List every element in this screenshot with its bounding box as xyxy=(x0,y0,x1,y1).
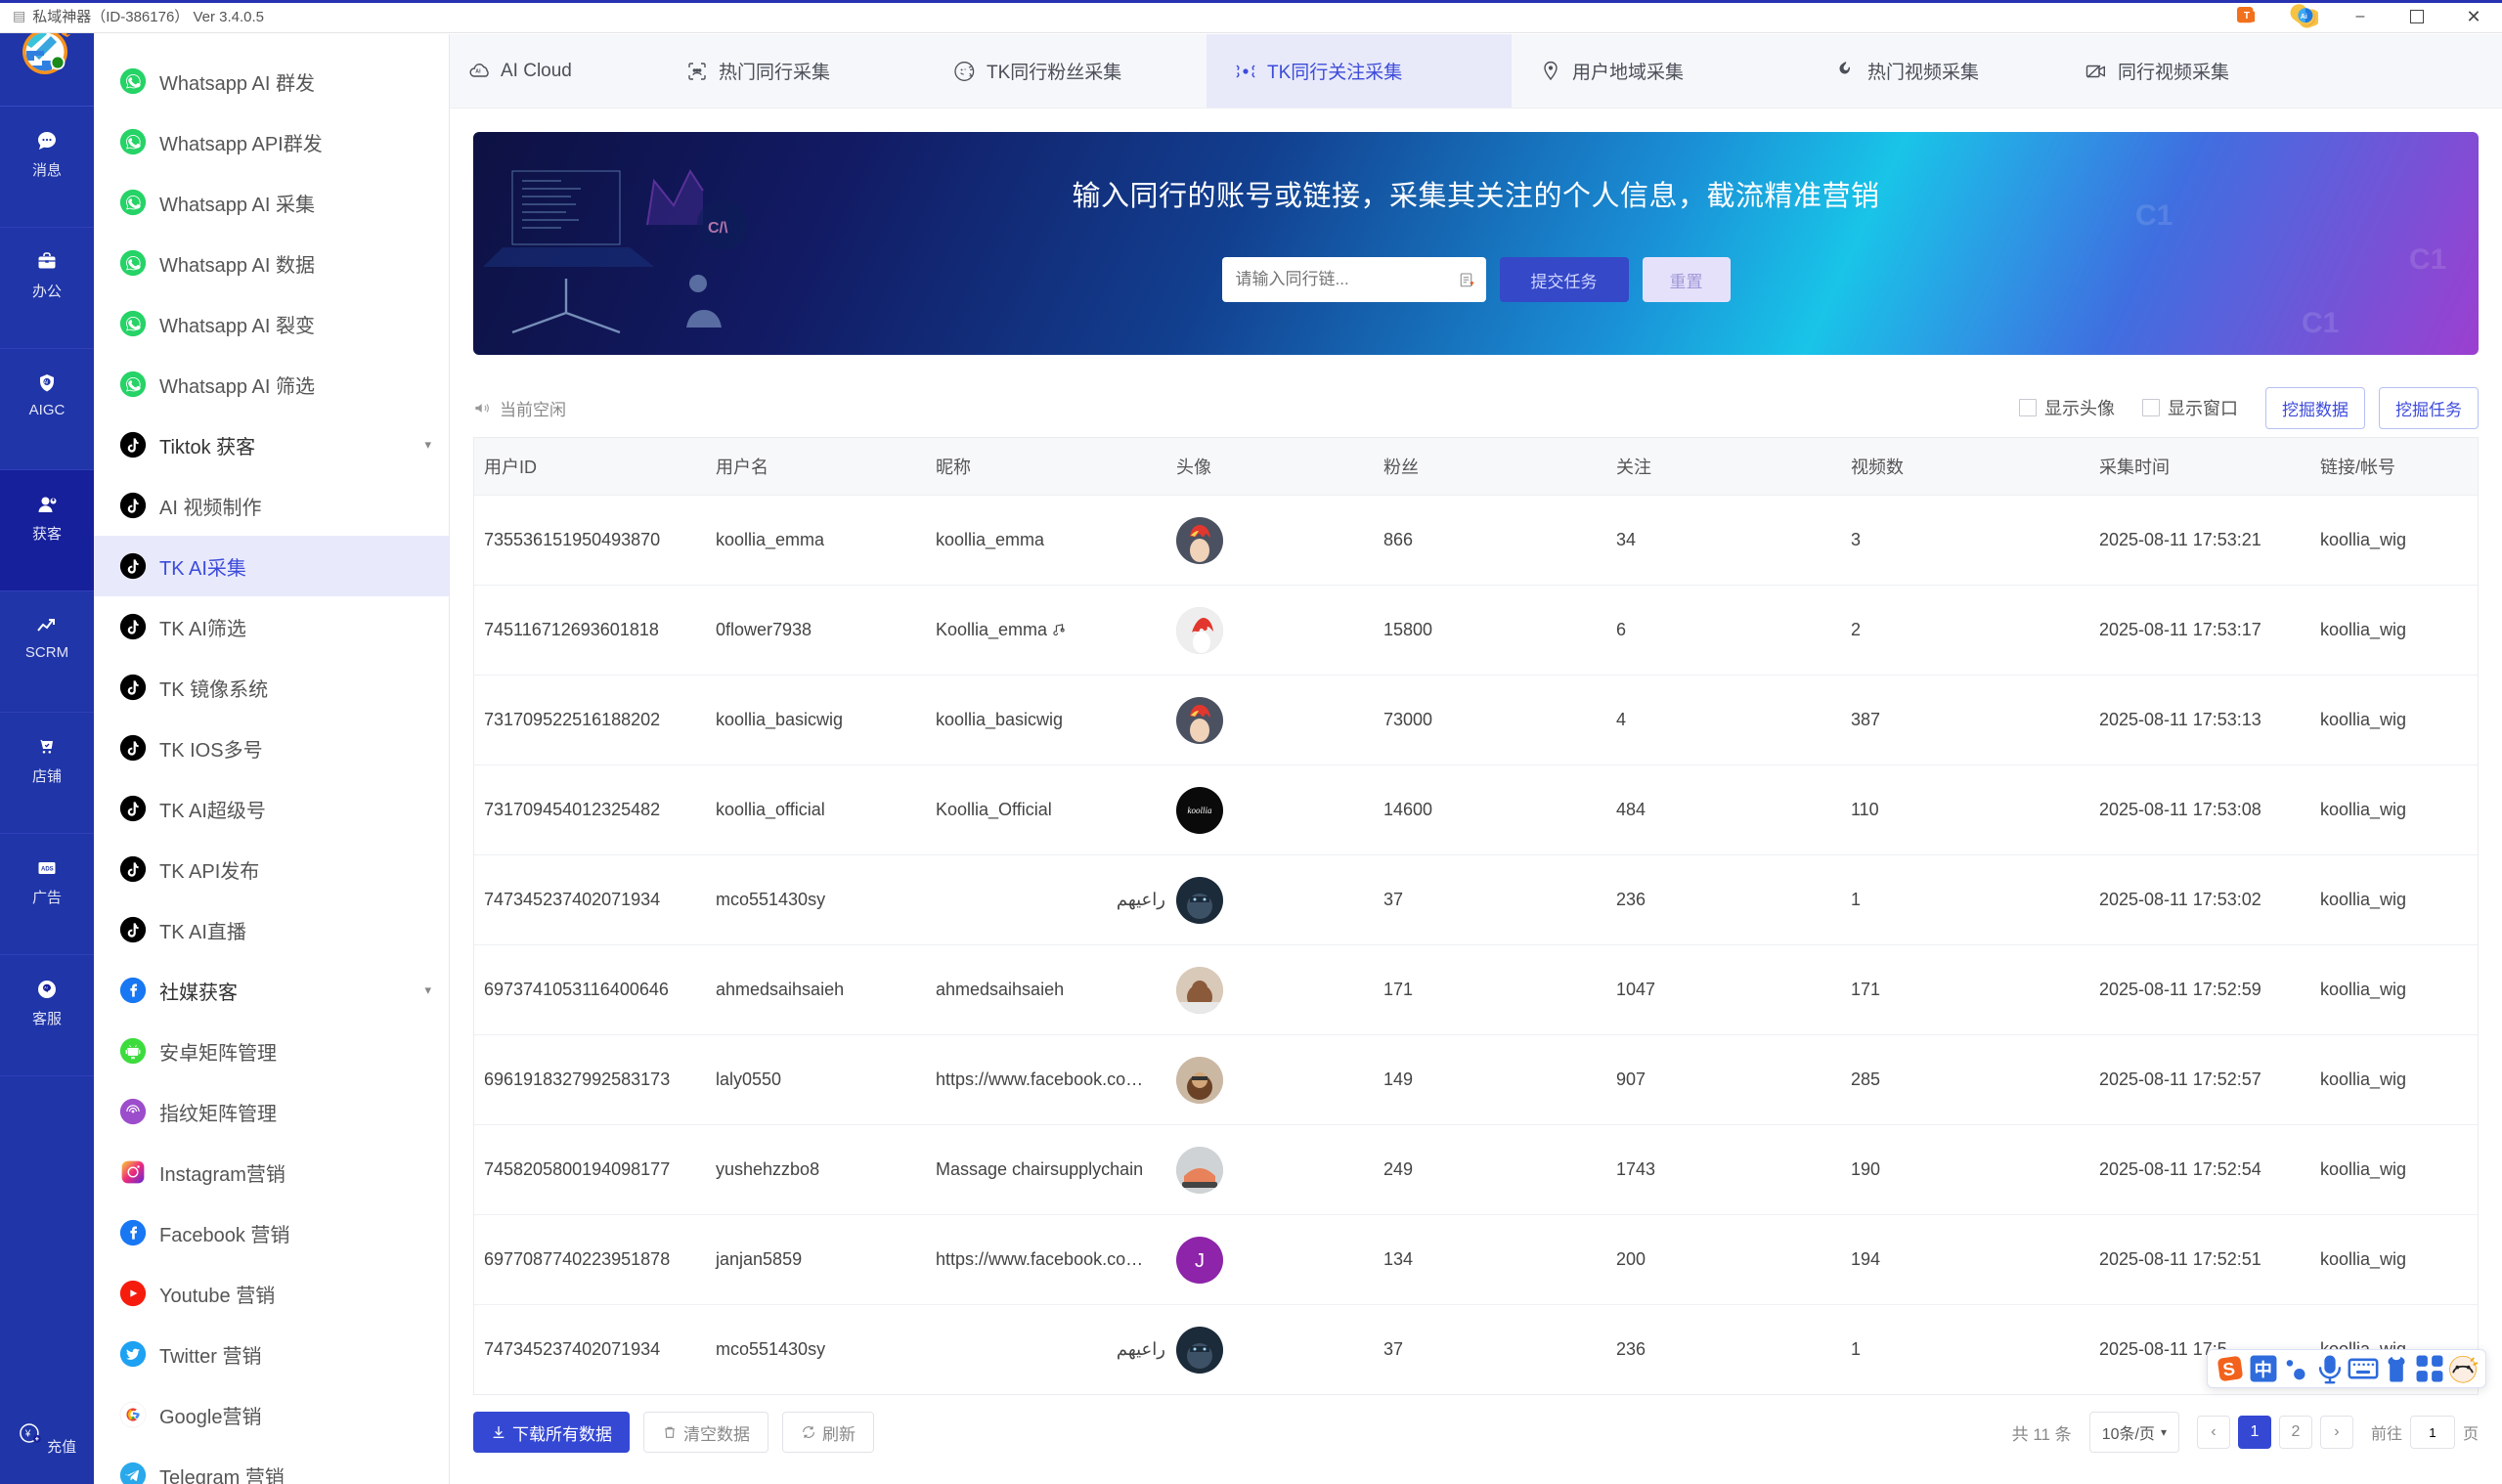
svg-text:C1: C1 xyxy=(2302,307,2339,339)
svg-text:J: J xyxy=(1195,1250,1205,1272)
svg-text:AI: AI xyxy=(44,379,49,385)
svg-text:AI: AI xyxy=(475,68,481,74)
svg-text:T: T xyxy=(2244,11,2250,22)
svg-text:AI: AI xyxy=(44,986,47,990)
svg-text:koollia: koollia xyxy=(1188,806,1212,815)
svg-text:C1: C1 xyxy=(2409,243,2446,276)
svg-text:Ai: Ai xyxy=(2301,14,2307,21)
svg-text:中: 中 xyxy=(2255,1360,2272,1380)
svg-text:ADS: ADS xyxy=(41,866,54,872)
svg-text:¥: ¥ xyxy=(24,1429,31,1440)
